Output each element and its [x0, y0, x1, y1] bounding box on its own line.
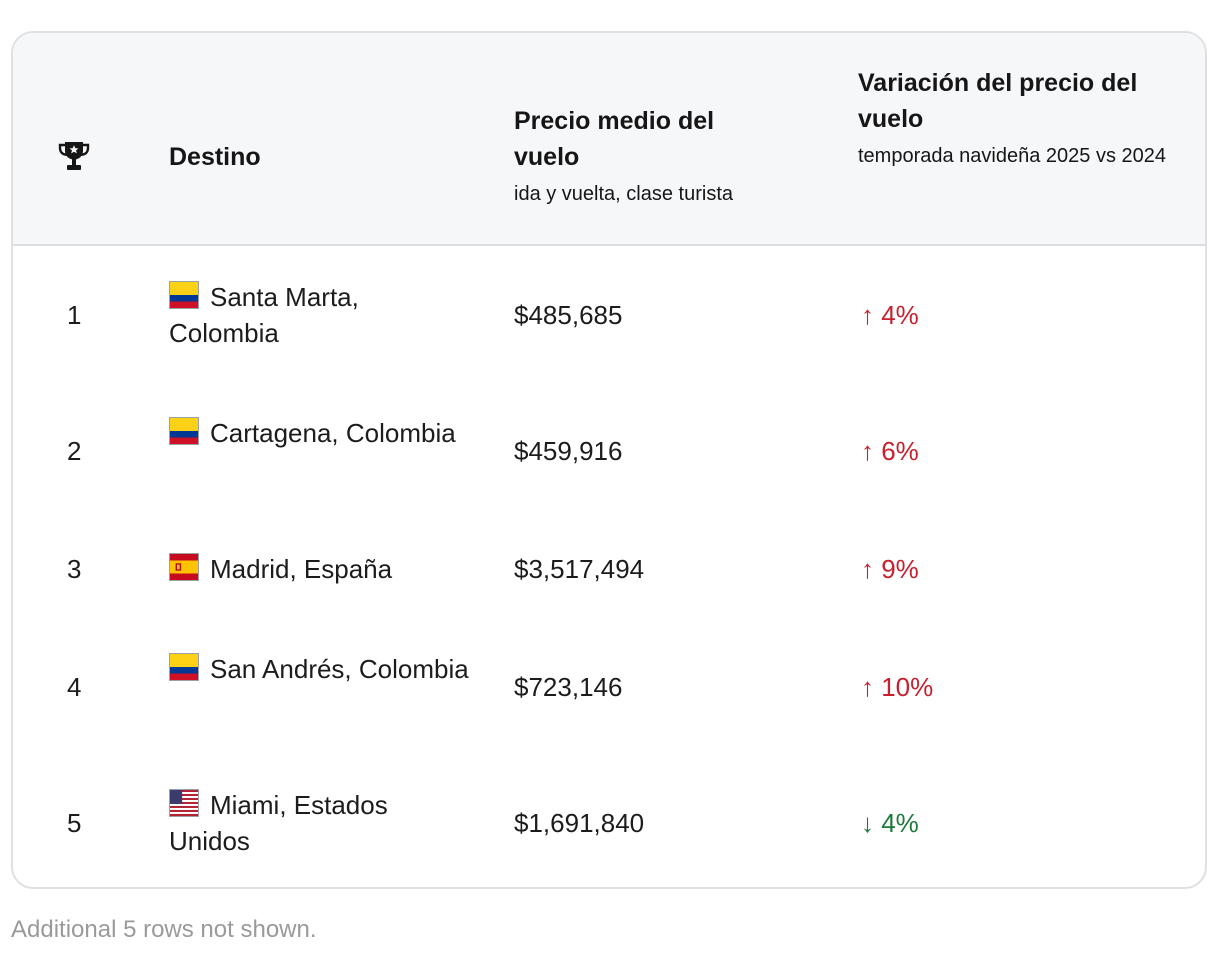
destination-cell: Cartagena, Colombia: [169, 415, 469, 451]
destination-name: Miami, Estados Unidos: [169, 790, 388, 856]
change-column-header[interactable]: Variación del precio del vuelo temporada…: [858, 65, 1188, 175]
destination-name: Santa Marta, Colombia: [169, 282, 359, 348]
destination-cell: San Andrés, Colombia: [169, 651, 469, 687]
average-price: $723,146: [514, 672, 623, 702]
destination-name: Madrid, España: [210, 554, 393, 584]
destination-cell: Santa Marta, Colombia: [169, 279, 469, 351]
destination-cell: Madrid, España: [169, 551, 509, 587]
rank-number: 1: [67, 300, 82, 330]
colombia-flag-icon: [169, 281, 199, 309]
spain-flag-icon: [169, 553, 199, 581]
price-change-value: ↑ 10%: [861, 672, 934, 702]
price-change-value: ↓ 4%: [861, 808, 919, 838]
trophy-icon: [58, 142, 90, 170]
destination-name: San Andrés, Colombia: [210, 654, 469, 684]
table-header: Destino Precio medio del vuelo ida y vue…: [13, 33, 1205, 246]
colombia-flag-icon: [169, 417, 199, 445]
average-price: $459,916: [514, 436, 623, 466]
destination-column-header[interactable]: Destino: [169, 139, 261, 175]
price-header-title: Precio medio del vuelo: [514, 107, 715, 171]
destination-header-label: Destino: [169, 143, 261, 171]
destination-name: Cartagena, Colombia: [210, 418, 456, 448]
price-change-value: ↑ 6%: [861, 436, 919, 466]
rank-number: 5: [67, 808, 82, 838]
usa-flag-icon: [169, 789, 199, 817]
average-price: $3,517,494: [514, 554, 645, 584]
colombia-flag-icon: [169, 653, 199, 681]
destinations-table: Destino Precio medio del vuelo ida y vue…: [11, 31, 1207, 889]
average-price: $485,685: [514, 300, 623, 330]
destination-cell: Miami, Estados Unidos: [169, 787, 469, 859]
price-change-value: ↑ 4%: [861, 300, 919, 330]
price-change-value: ↑ 9%: [861, 554, 919, 584]
price-header-subtitle: ida y vuelta, clase turista: [514, 183, 733, 205]
rank-number: 4: [67, 672, 82, 702]
change-header-subtitle: temporada navideña 2025 vs 2024: [858, 145, 1167, 167]
rows-hidden-note: Additional 5 rows not shown.: [11, 916, 317, 943]
average-price: $1,691,840: [514, 808, 645, 838]
change-header-title: Variación del precio del vuelo: [858, 69, 1138, 133]
rank-number: 3: [67, 554, 82, 584]
price-column-header[interactable]: Precio medio del vuelo ida y vuelta, cla…: [514, 103, 784, 213]
rank-number: 2: [67, 436, 82, 466]
